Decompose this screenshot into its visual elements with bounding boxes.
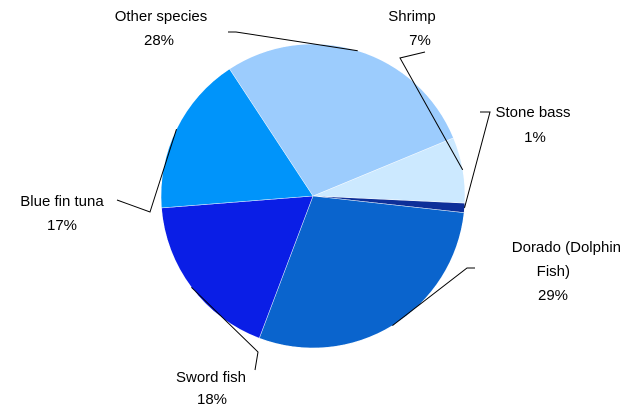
slice-label-other-species: Other species [115,8,208,25]
leader-line-sword-fish [191,286,259,371]
slice-label-dorado-line1: Dorado (Dolphin [512,239,621,256]
slice-percent-blue-fin-tuna: 17% [47,217,77,234]
slice-label-sword-fish: Sword fish [176,369,246,386]
leader-line-dorado-dolphin-fish [392,267,475,326]
slice-percent-dorado: 29% [538,287,568,304]
slice-label-shrimp: Shrimp [388,8,436,25]
leader-line-other-species [228,31,358,52]
slice-percent-other-species: 28% [144,32,174,49]
leader-line-stone-bass [464,111,491,209]
slice-label-blue-fin-tuna: Blue fin tuna [20,193,104,210]
leader-line-blue-fin-tuna [116,128,177,213]
slice-label-dorado-line2: Fish) [537,263,570,280]
pie-slices [160,43,466,349]
slice-percent-shrimp: 7% [409,32,431,49]
leader-line-shrimp [399,51,464,171]
slice-percent-stone-bass: 1% [524,129,546,146]
leader-lines [116,31,491,371]
slice-label-stone-bass: Stone bass [495,104,570,121]
slice-percent-sword-fish: 18% [197,391,227,407]
